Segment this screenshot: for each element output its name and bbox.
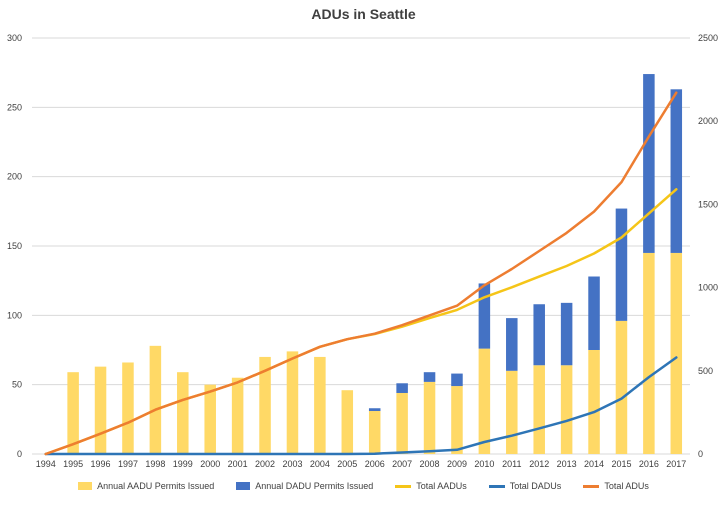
y2-tick-label: 0 (698, 449, 703, 459)
x-tick-label: 1994 (36, 459, 56, 469)
x-tick-label: 2004 (310, 459, 330, 469)
x-tick-label: 2011 (502, 459, 521, 469)
bar-aadu (341, 390, 354, 454)
bar-aadu (588, 350, 600, 454)
bar-aadu (314, 356, 326, 454)
y2-tick-label: 2000 (698, 116, 718, 126)
bar-aadu (560, 365, 573, 454)
x-tick-label: 2010 (474, 459, 494, 469)
legend-label: Annual AADU Permits Issued (97, 481, 215, 491)
legend-label: Total AADUs (416, 481, 467, 491)
bar-dadu (588, 276, 600, 350)
legend-item: Annual DADU Permits Issued (236, 481, 373, 491)
x-tick-label: 2005 (337, 459, 357, 469)
y-tick-label: 300 (7, 33, 22, 43)
x-tick-label: 2009 (447, 459, 467, 469)
chart-title: ADUs in Seattle (311, 6, 416, 22)
legend: Annual AADU Permits Issued Annual DADU Pe… (0, 481, 727, 491)
bar-dadu (423, 372, 436, 382)
x-tick-label: 2016 (639, 459, 659, 469)
bar-dadu (615, 208, 628, 321)
x-tick-label: 2013 (557, 459, 577, 469)
bar-dadu (533, 304, 545, 366)
x-tick-label: 2012 (529, 459, 549, 469)
legend-label: Total DADUs (509, 481, 562, 491)
bar-aadu (423, 381, 436, 454)
bar-aadu (533, 365, 545, 454)
legend-swatch (488, 484, 505, 488)
line-total-adus (44, 91, 678, 456)
bar-aadu (94, 366, 107, 454)
x-tick-label: 2017 (666, 459, 686, 469)
x-tick-label: 1995 (63, 459, 83, 469)
y2-tick-label: 500 (698, 366, 713, 376)
y2-tick-label: 1500 (698, 199, 718, 209)
y-tick-label: 200 (7, 172, 22, 182)
bar-dadu (560, 302, 573, 366)
legend-item: Total ADUs (583, 481, 649, 491)
y2-tick-label: 2500 (698, 33, 718, 43)
legend-swatch (236, 482, 251, 490)
bar-aadu (643, 252, 655, 454)
legend-label: Total ADUs (604, 481, 649, 491)
bar-aadu (259, 356, 271, 454)
y2-tick-label: 1000 (698, 283, 718, 293)
bar-aadu (122, 362, 134, 454)
x-tick-label: 1996 (91, 459, 111, 469)
bar-dadu (506, 318, 518, 371)
legend-swatch (78, 482, 93, 490)
line-total-dadus (44, 356, 678, 456)
bar-aadu (670, 252, 683, 454)
legend-item: Total AADUs (395, 481, 467, 491)
bar-aadu (204, 384, 216, 454)
x-tick-label: 2015 (611, 459, 631, 469)
legend-item: Total DADUs (488, 481, 562, 491)
y-tick-label: 150 (7, 241, 22, 251)
bar-aadu (451, 386, 463, 454)
bar-aadu (231, 377, 244, 454)
bar-dadu (396, 383, 408, 393)
x-tick-label: 1997 (118, 459, 138, 469)
bar-aadu (286, 351, 299, 454)
x-tick-label: 2007 (392, 459, 412, 469)
bar-aadu (615, 320, 628, 454)
x-tick-label: 1998 (145, 459, 165, 469)
bar-aadu (67, 372, 79, 454)
x-tick-label: 1999 (173, 459, 193, 469)
bar-dadu (451, 373, 463, 387)
legend-swatch (583, 484, 600, 488)
bar-aadu (177, 372, 189, 454)
x-tick-label: 2000 (200, 459, 220, 469)
bar-dadu (670, 89, 683, 253)
line-total-aadus (44, 188, 678, 456)
x-tick-label: 2001 (228, 459, 248, 469)
legend-label: Annual DADU Permits Issued (255, 481, 374, 491)
x-tick-label: 2003 (282, 459, 302, 469)
y-tick-label: 250 (7, 102, 22, 112)
bar-dadu (478, 283, 491, 349)
bar-aadu (396, 392, 408, 454)
x-tick-label: 2014 (584, 459, 604, 469)
bar-aadu (149, 345, 162, 454)
y-tick-label: 50 (12, 380, 22, 390)
y-tick-label: 100 (7, 310, 22, 320)
bar-aadu (478, 348, 491, 454)
bar-aadu (368, 411, 381, 454)
x-tick-label: 2002 (255, 459, 275, 469)
y-tick-label: 0 (17, 449, 22, 459)
legend-swatch (395, 484, 412, 488)
x-tick-label: 2008 (420, 459, 440, 469)
bar-dadu (368, 408, 381, 412)
bar-aadu (506, 370, 518, 454)
bar-dadu (643, 74, 655, 253)
legend-item: Annual AADU Permits Issued (78, 481, 214, 491)
x-tick-label: 2006 (365, 459, 385, 469)
